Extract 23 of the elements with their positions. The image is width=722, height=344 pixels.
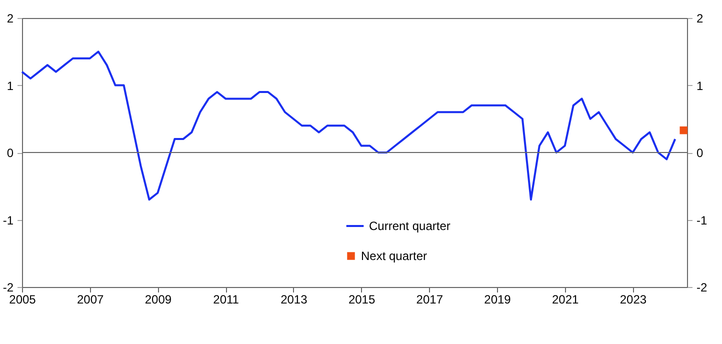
x-tick-label: 2005 (9, 292, 36, 306)
y-tick-label: -2 (2, 280, 14, 294)
y-tick-label: 0 (6, 146, 14, 160)
x-tick-label: 2019 (484, 292, 512, 306)
y-tick-label: 1 (6, 78, 14, 93)
x-tick-label: 2021 (552, 292, 580, 306)
legend-label: Next quarter (361, 249, 428, 263)
legend-label: Current quarter (369, 219, 450, 233)
x-tick-label: 2017 (416, 292, 444, 306)
x-tick-label: 2011 (213, 292, 240, 306)
y2-tick-label: 1 (696, 78, 704, 93)
y-tick-label: 2 (6, 12, 14, 26)
x-tick-label: 2023 (620, 292, 647, 306)
x-tick-label: 2007 (77, 292, 104, 306)
line-series (21, 50, 676, 201)
x-tick-label: 2013 (280, 292, 308, 306)
y2-tick-label: 0 (696, 146, 704, 160)
y-tick-label: -1 (2, 213, 14, 228)
x-tick-label: 2015 (348, 292, 376, 306)
y2-tick-label: 2 (696, 12, 704, 26)
y2-tick-label: -1 (696, 213, 708, 228)
x-tick-label: 2009 (144, 292, 172, 306)
y2-tick-label: -2 (696, 280, 708, 294)
